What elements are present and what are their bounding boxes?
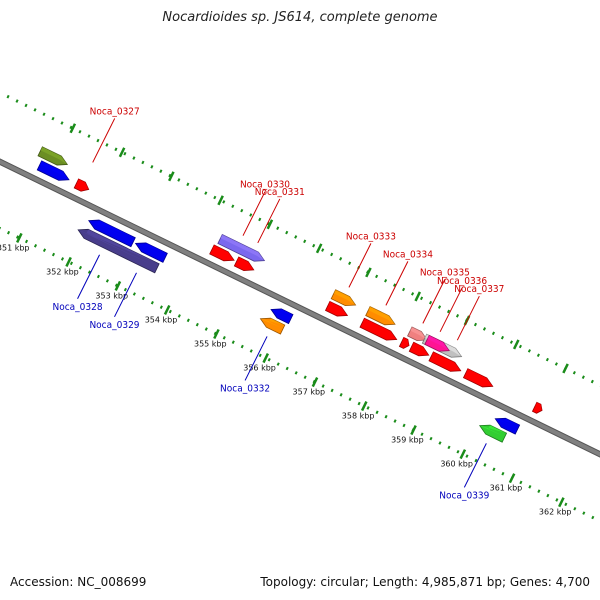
scale-tick-label: 360 kbp [440,460,473,469]
label-leader-line [439,287,463,333]
gene-arrow [88,219,136,248]
inner-major-tick [163,304,171,316]
gene-arrow [428,351,462,372]
gene-label: Noca_0334 [383,249,433,260]
scale-tick-label: 362 kbp [539,508,572,517]
label-leader-line [348,243,372,288]
map-title: Nocardioides sp. JS614, complete genome [162,10,438,25]
outer-major-tick [69,123,77,134]
label-leader-line [463,443,487,488]
gene-label: Noca_0337 [454,284,504,295]
gene-arrow [365,306,396,326]
scale-tick-label: 352 kbp [46,268,79,277]
gene-arrow [407,326,428,341]
gene-arrow [217,233,266,262]
label-leader-line [456,295,480,341]
label-leader-line [422,279,446,324]
label-leader-line [242,191,266,236]
inner-major-tick [508,473,516,484]
gene-arrow [330,289,357,307]
label-leader-line [77,254,100,299]
outer-major-tick [217,195,224,206]
gene-label: Noca_0339 [439,490,489,501]
gene-arrow [494,417,521,435]
gene-arrow [324,300,349,317]
label-leader-line [244,336,268,381]
inner-major-tick [114,280,122,292]
inner-major-tick [459,449,467,460]
backbone-layer [0,158,600,458]
gene-label: Noca_0327 [90,106,140,117]
gene-arrow [408,341,430,357]
inner-major-tick [360,401,368,412]
gene-label: Noca_0331 [255,187,305,198]
accession-text: Accession: NC_008699 [10,575,147,589]
outer-major-tick [168,171,175,182]
genome-summary-text: Topology: circular; Length: 4,985,871 bp… [260,575,590,589]
gene-label: Noca_0335 [420,267,470,278]
inner-major-tick [262,352,270,364]
outer-major-tick [414,291,422,302]
scale-tick-label: 354 kbp [145,316,178,325]
outer-major-tick [562,363,569,374]
gene-arrow [531,401,543,414]
gene-arrow [37,146,69,166]
outer-major-tick [365,267,372,278]
gene-arrow [36,160,70,181]
gene-arrow [270,308,294,325]
scale-tick-label: 361 kbp [490,484,523,493]
gene-label: Noca_0328 [52,302,102,313]
gene-arrow [424,334,450,352]
outer-major-tick [118,147,126,158]
gene-arrow [233,256,255,272]
inner-major-tick [410,425,417,436]
inner-major-tick [213,328,220,340]
label-leader-line [92,118,116,163]
gene-arrow [209,244,235,262]
gene-arrow [398,336,410,349]
backbone-line [0,159,600,457]
scale-tick-label: 357 kbp [293,388,326,397]
outer-tick-track [6,94,600,387]
genes-layer [36,146,543,443]
gene-label: Noca_0336 [437,276,487,287]
scale-tick-label: 353 kbp [95,292,128,301]
scale-tick-label: 359 kbp [391,436,424,445]
scale-tick-label: 351 kbp [0,244,29,253]
gene-arrow [478,424,508,443]
label-leader-line [385,261,409,306]
gene-label: Noca_0329 [89,320,139,331]
scale-tick-label: 358 kbp [342,412,375,421]
gene-label: Noca_0330 [240,180,290,191]
outer-major-tick [315,243,323,254]
gene-arrow [259,317,286,335]
outer-major-tick [512,339,520,350]
gene-arrow [462,368,494,388]
scale-tick-label: 355 kbp [194,340,227,349]
gene-label: Noca_0333 [346,231,396,242]
scale-tick-label: 356 kbp [243,364,276,373]
gene-arrow [77,228,160,274]
outer-major-tick [266,219,274,230]
inner-major-tick [65,256,72,267]
label-leader-line [114,272,137,318]
gene-arrow [359,317,398,341]
gene-arrow [73,178,90,192]
inner-tick-track [0,226,595,520]
inner-major-tick [16,232,23,243]
gene-arrow [134,242,168,263]
label-leader-line [257,198,281,244]
gene-label: Noca_0332 [220,383,270,394]
inner-major-tick [558,497,565,508]
inner-major-tick [311,377,319,388]
